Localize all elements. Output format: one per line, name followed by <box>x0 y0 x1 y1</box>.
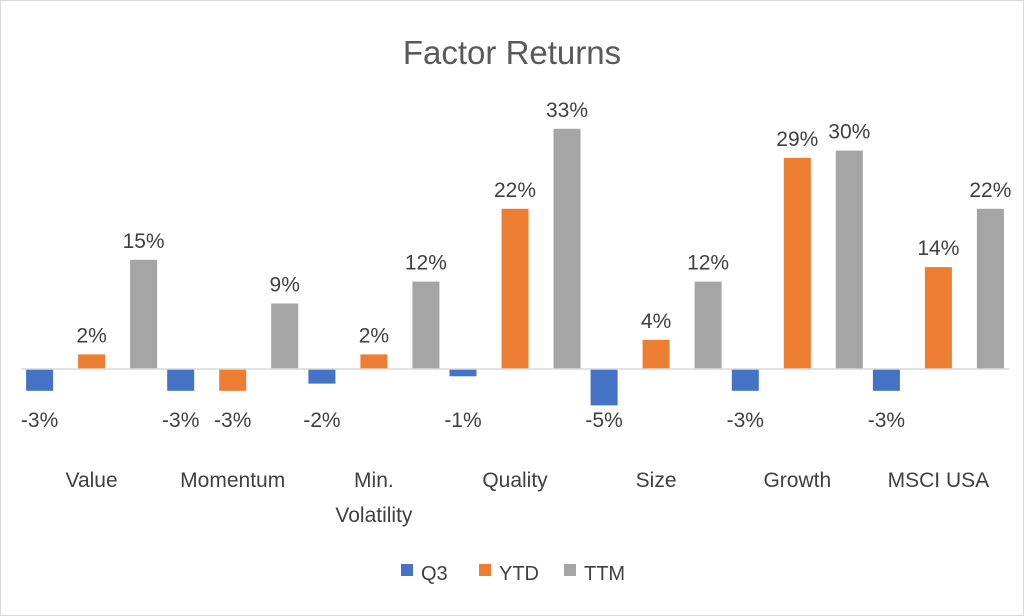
data-label-ytd-6: 29% <box>776 128 818 151</box>
bar-q3-4 <box>449 369 477 377</box>
data-label-ttm-5: 12% <box>687 252 729 275</box>
bars-group <box>26 128 1004 406</box>
bar-ttm-1 <box>130 259 158 369</box>
legend: Q3 YTD TTM <box>401 563 625 585</box>
bar-q3-7 <box>872 369 900 391</box>
data-label-ytd-2: -3% <box>214 409 251 432</box>
data-label-q3-3: -2% <box>303 409 340 432</box>
bar-ytd-2 <box>219 369 247 391</box>
data-label-ttm-6: 30% <box>828 121 870 144</box>
bar-ttm-4 <box>553 128 581 369</box>
bar-ytd-6 <box>783 157 811 369</box>
data-label-ytd-1: 2% <box>76 324 106 347</box>
chart-title: Factor Returns <box>403 34 621 71</box>
bar-ytd-7 <box>924 267 952 369</box>
data-label-q3-2: -3% <box>162 409 199 432</box>
legend-swatch-q3 <box>401 564 413 576</box>
legend-label-ttm: TTM <box>584 563 625 585</box>
data-label-ytd-4: 22% <box>494 179 536 202</box>
data-label-q3-5: -5% <box>585 409 622 432</box>
legend-swatch-ytd <box>479 564 491 576</box>
bar-q3-2 <box>167 369 195 391</box>
data-label-ttm-7: 22% <box>969 179 1011 202</box>
legend-label-q3: Q3 <box>421 563 448 585</box>
bar-ttm-7 <box>976 208 1004 369</box>
data-label-ttm-3: 12% <box>405 252 447 275</box>
bar-ytd-1 <box>78 354 106 369</box>
category-label-6: Growth <box>763 469 831 492</box>
data-label-ttm-4: 33% <box>546 99 588 122</box>
category-label-5: Size <box>636 469 677 492</box>
data-labels-group: -3% 2% 15% -3% -3% 9% -2% 2% 12% -1% 22% 33% -5% 4% 12… <box>21 99 1011 432</box>
bar-ytd-4 <box>501 208 529 369</box>
data-label-ytd-7: 14% <box>917 237 959 260</box>
data-label-ttm-2: 9% <box>270 274 300 297</box>
category-labels-group: Value Momentum Min. Volatility Quality Size Gr… <box>66 469 990 527</box>
legend-label-ytd: YTD <box>499 563 539 585</box>
data-label-q3-1: -3% <box>21 409 58 432</box>
category-label-3-line-2: Volatility <box>335 504 413 527</box>
bar-ytd-5 <box>642 339 670 369</box>
data-label-q3-7: -3% <box>868 409 905 432</box>
data-label-ytd-3: 2% <box>359 324 389 347</box>
category-label-2: Momentum <box>180 469 285 492</box>
bar-q3-5 <box>590 369 618 406</box>
data-label-q3-6: -3% <box>727 409 764 432</box>
legend-swatch-ttm <box>564 564 576 576</box>
bar-ttm-5 <box>694 281 722 369</box>
category-label-4: Quality <box>482 469 548 492</box>
data-label-ttm-1: 15% <box>123 230 165 253</box>
bar-ytd-3 <box>360 354 388 369</box>
category-label-7: MSCI USA <box>888 469 990 492</box>
bar-q3-6 <box>731 369 759 391</box>
category-label-1: Value <box>66 469 118 492</box>
bar-ttm-3 <box>412 281 440 369</box>
bar-q3-3 <box>308 369 336 384</box>
data-label-q3-4: -1% <box>444 409 481 432</box>
bar-ttm-2 <box>271 303 299 369</box>
bar-ttm-6 <box>835 150 863 369</box>
category-label-3-line-1: Min. <box>354 469 394 492</box>
bar-q3-1 <box>26 369 54 391</box>
data-label-ytd-5: 4% <box>641 310 671 333</box>
